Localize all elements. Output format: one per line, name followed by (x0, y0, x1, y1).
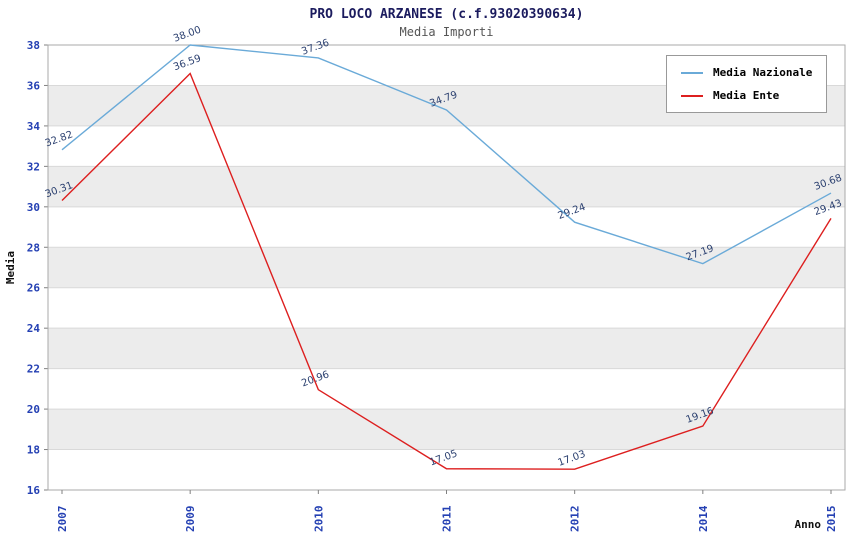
data-label: 17.05 (428, 448, 459, 468)
plot-band (48, 166, 845, 207)
legend-item-media-nazionale: Media Nazionale (681, 66, 812, 79)
legend-item-media-ente: Media Ente (681, 89, 812, 102)
x-tick-label: 2009 (184, 506, 197, 533)
y-tick-label: 22 (27, 363, 40, 376)
legend-line-swatch-red (681, 94, 703, 97)
y-tick-label: 36 (27, 79, 41, 92)
legend-label-media-nazionale: Media Nazionale (713, 66, 813, 79)
series-line-0 (61, 44, 832, 265)
x-tick-label: 2007 (56, 506, 69, 533)
y-tick-label: 18 (27, 444, 40, 457)
x-tick-label: 2011 (441, 505, 454, 532)
y-tick-label: 16 (27, 484, 41, 497)
plot-band (48, 247, 845, 288)
axis-title-y: Media (4, 251, 17, 284)
y-tick-label: 30 (27, 201, 40, 214)
chart-subtitle: Media Importi (399, 25, 494, 39)
x-tick-label: 2014 (697, 505, 710, 532)
y-tick-label: 32 (27, 160, 40, 173)
y-tick-label: 24 (27, 322, 41, 335)
x-tick-label: 2012 (569, 506, 582, 533)
legend-line-swatch-blue (681, 71, 703, 74)
plot-band (48, 409, 845, 450)
y-tick-label: 26 (27, 282, 41, 295)
y-tick-label: 20 (27, 403, 40, 416)
data-label: 37.36 (300, 38, 331, 58)
x-tick-label: 2010 (312, 506, 325, 533)
y-tick-label: 38 (27, 39, 40, 52)
y-tick-label: 28 (27, 241, 40, 254)
x-tick-label: 2015 (825, 506, 838, 533)
series-line-1 (61, 72, 832, 470)
data-label: 38.00 (172, 25, 203, 45)
chart-title: PRO LOCO ARZANESE (c.f.93020390634) (309, 7, 584, 22)
y-tick-label: 34 (27, 120, 41, 133)
legend-label-media-ente: Media Ente (713, 89, 780, 102)
plot-band (48, 328, 845, 369)
axis-title-x: Anno (795, 518, 822, 531)
legend-box: Media Nazionale Media Ente (666, 55, 828, 113)
data-label: 20.96 (300, 369, 331, 389)
